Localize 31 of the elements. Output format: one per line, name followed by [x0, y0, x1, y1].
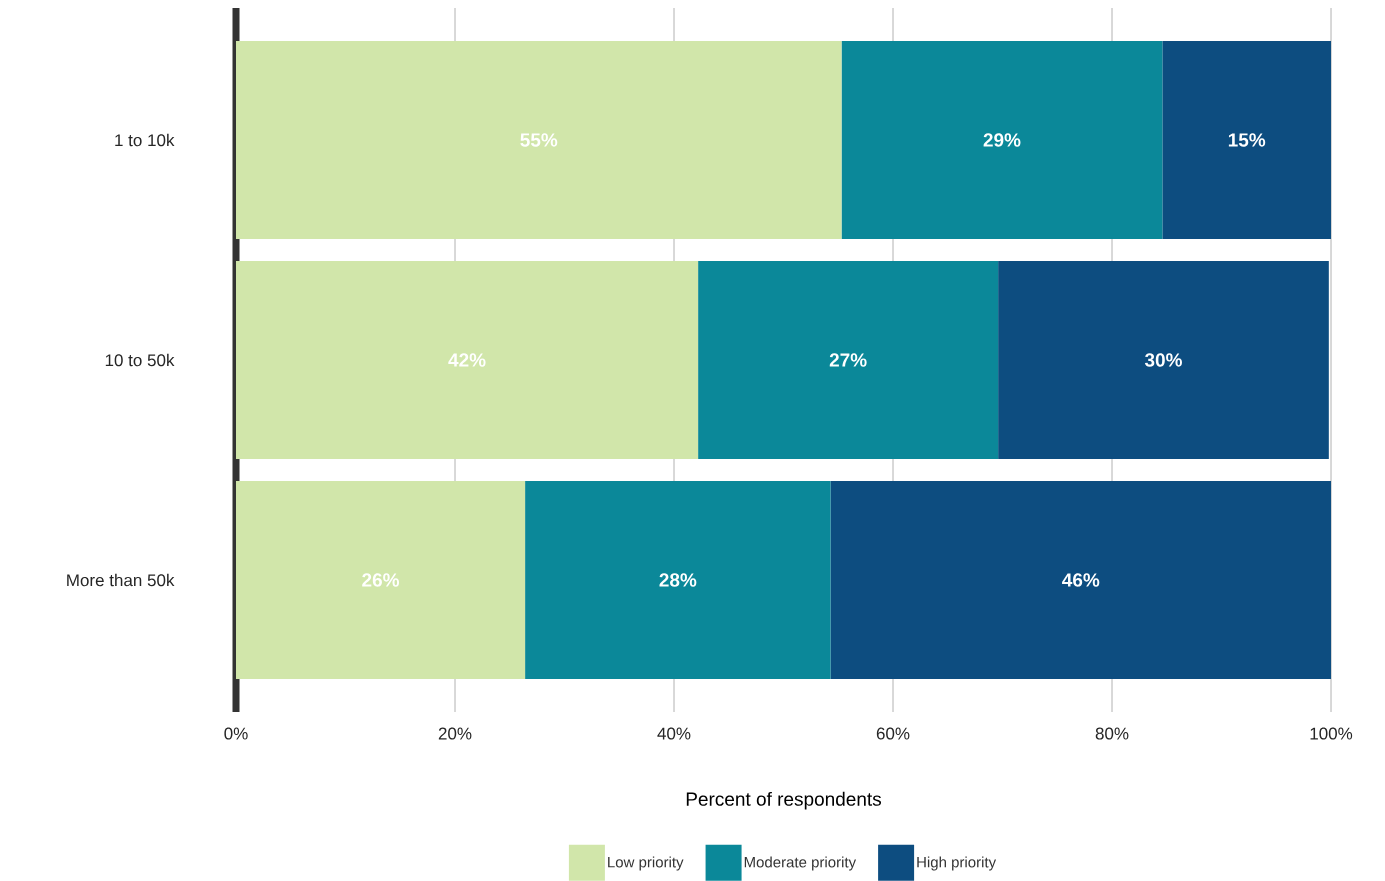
data-label: 15% — [1228, 133, 1266, 147]
y-tick-label: 1 to 10k — [115, 133, 175, 147]
bar — [236, 41, 842, 239]
bar — [525, 481, 831, 680]
data-label: 29% — [983, 133, 1021, 147]
bar — [998, 261, 1329, 460]
bar — [841, 41, 1163, 239]
bar — [236, 481, 526, 680]
data-label: 28% — [659, 573, 697, 587]
legend-label: High priority — [917, 856, 997, 871]
x-tick-label: 60% — [876, 727, 910, 740]
x-tick-label: 40% — [657, 727, 691, 740]
data-label: 42% — [448, 353, 486, 367]
legend-label: Low priority — [608, 856, 684, 871]
legend-label: Moderate priority — [744, 856, 857, 871]
x-tick-label: 0% — [224, 727, 248, 740]
x-tick-label: 80% — [1095, 727, 1129, 740]
data-label: 27% — [829, 353, 867, 367]
bar — [698, 261, 999, 460]
x-tick-label: 100% — [1310, 727, 1353, 740]
data-label: 46% — [1062, 573, 1100, 587]
y-tick-label: 10 to 50k — [105, 353, 175, 367]
data-label: 26% — [362, 573, 400, 587]
x-axis-title: Percent of respondents — [686, 791, 882, 810]
y-tick-label: More than 50k — [67, 573, 175, 587]
x-tick-label: 20% — [438, 727, 472, 740]
bar — [236, 261, 699, 460]
bar — [830, 481, 1332, 680]
data-label: 55% — [520, 133, 558, 147]
data-label: 30% — [1144, 353, 1182, 367]
bar — [1162, 41, 1332, 239]
